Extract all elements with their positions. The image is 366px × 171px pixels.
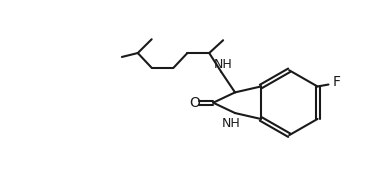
Text: NH: NH — [214, 58, 232, 71]
Text: NH: NH — [222, 117, 240, 130]
Text: F: F — [332, 75, 340, 89]
Text: O: O — [189, 96, 200, 110]
